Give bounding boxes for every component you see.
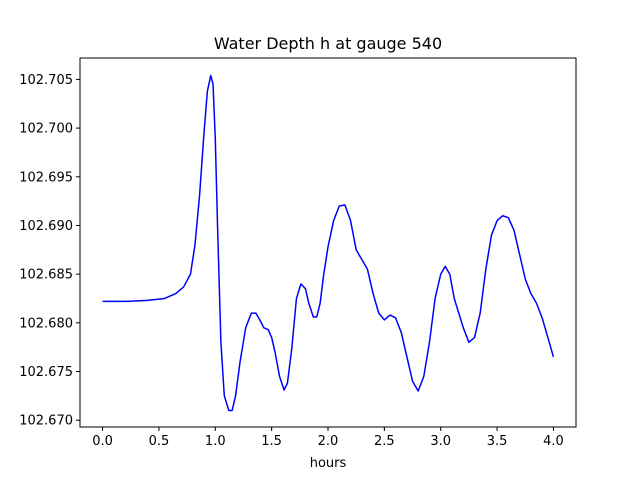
y-tick-label: 102.705 [19, 73, 73, 88]
y-tick-label: 102.700 [19, 122, 73, 137]
x-tick-label: 3.0 [430, 434, 451, 449]
y-tick-label: 102.675 [19, 365, 73, 380]
x-tick-label: 0.5 [149, 434, 170, 449]
x-tick-label: 2.0 [318, 434, 339, 449]
y-tick-label: 102.680 [19, 316, 73, 331]
x-tick-label: 0.0 [92, 434, 113, 449]
x-tick-label: 1.5 [261, 434, 282, 449]
y-tick-label: 102.695 [19, 170, 73, 185]
x-tick-label: 3.5 [487, 434, 508, 449]
y-tick-label: 102.690 [19, 219, 73, 234]
x-tick-label: 1.0 [205, 434, 226, 449]
axis-ticks: 0.0 0.5 1.0 1.5 2.0 2.5 3.0 3.5 4.0 102.670 102.67… [19, 73, 564, 449]
x-axis-label: hours [310, 456, 347, 471]
y-tick-label: 102.670 [19, 414, 73, 429]
chart-title: Water Depth h at gauge 540 [214, 34, 442, 53]
x-tick-label: 4.0 [543, 434, 564, 449]
x-tick-label: 2.5 [374, 434, 395, 449]
y-tick-label: 102.685 [19, 268, 73, 283]
series-line-0 [102, 74, 555, 412]
